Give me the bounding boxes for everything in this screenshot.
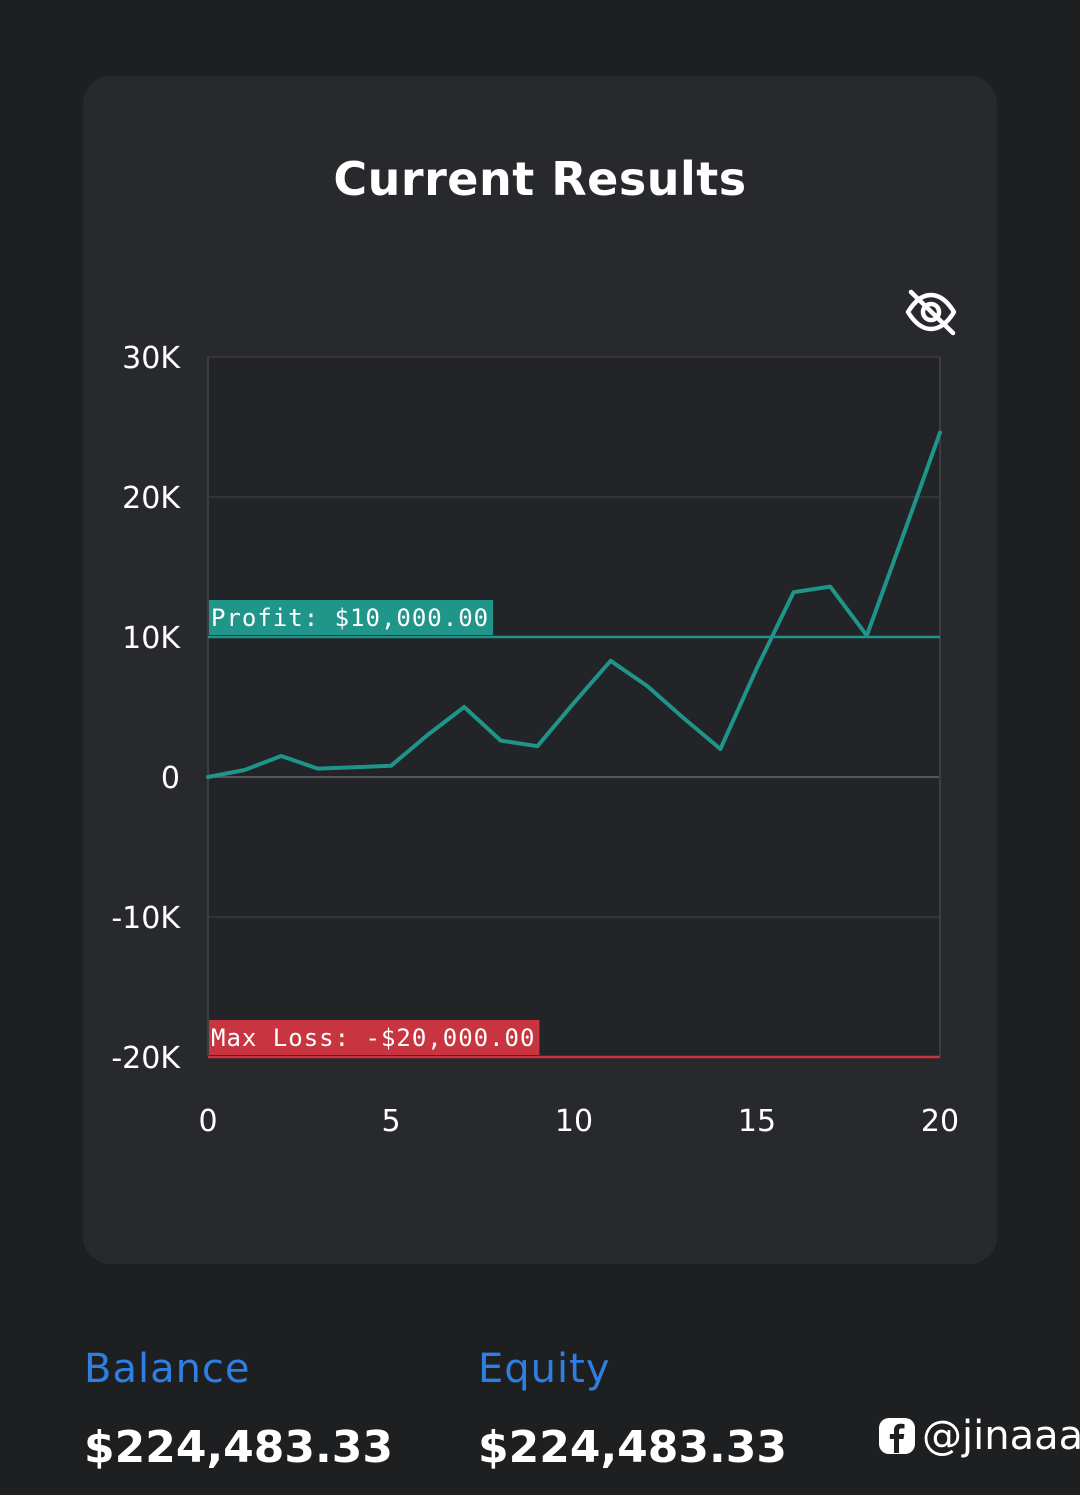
plot-area: [208, 357, 940, 1057]
y-tick-label: 10K: [122, 621, 181, 656]
x-tick-label: 15: [738, 1104, 776, 1139]
y-tick-label: 30K: [122, 341, 181, 376]
y-tick-label: -10K: [111, 901, 181, 936]
y-tick-label: 0: [161, 761, 180, 796]
balance-value: $224,483.33: [84, 1422, 393, 1473]
reference-label-background: [209, 1020, 540, 1055]
equity-block: Equity $224,483.33: [478, 1346, 787, 1473]
watermark: @jinaaa: [878, 1413, 1080, 1459]
max-loss-label: Max Loss: -$20,000.00: [209, 1020, 540, 1055]
y-tick-label: -20K: [111, 1041, 181, 1076]
facebook-icon: [879, 1418, 915, 1454]
equity-label: Equity: [478, 1346, 611, 1392]
y-tick-label: 20K: [122, 481, 181, 516]
x-tick-label: 5: [381, 1104, 400, 1139]
watermark-handle: @jinaaa: [922, 1413, 1080, 1459]
x-tick-label: 20: [921, 1104, 959, 1139]
balance-label: Balance: [84, 1346, 251, 1392]
eye-slash-icon[interactable]: [902, 288, 960, 336]
balance-block: Balance $224,483.33: [84, 1346, 393, 1473]
equity-value: $224,483.33: [478, 1422, 787, 1473]
x-tick-label: 10: [555, 1104, 593, 1139]
profit-target-label: Profit: $10,000.00: [209, 600, 494, 635]
reference-label-background: [209, 600, 494, 635]
reference-label-text: Max Loss: -$20,000.00: [211, 1024, 535, 1052]
chart-title: Current Results: [333, 152, 747, 206]
x-tick-label: 0: [198, 1104, 217, 1139]
reference-label-text: Profit: $10,000.00: [211, 604, 489, 632]
